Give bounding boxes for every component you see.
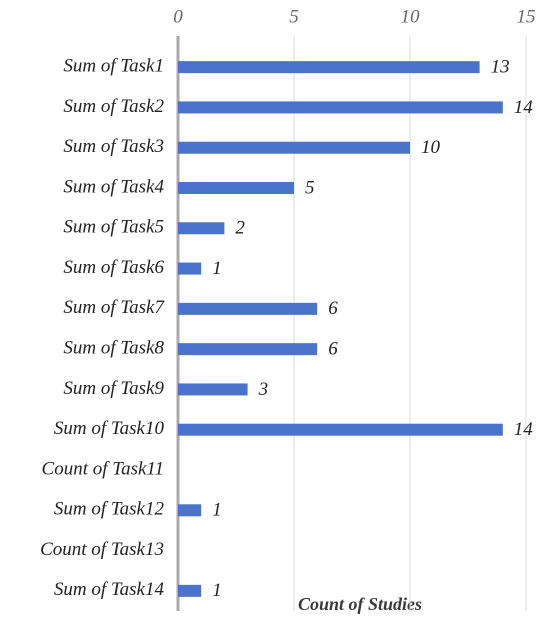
bar bbox=[178, 262, 202, 275]
data-label: 1 bbox=[212, 500, 222, 521]
data-label: 6 bbox=[328, 339, 338, 360]
y-tick-label: Sum of Task6 bbox=[63, 257, 164, 278]
bar bbox=[178, 302, 318, 315]
bar bbox=[178, 383, 248, 396]
bar bbox=[178, 423, 503, 436]
y-tick-label: Count of Task11 bbox=[42, 458, 164, 479]
y-tick-label: Sum of Task9 bbox=[63, 378, 164, 399]
x-axis-title: Count of Studies bbox=[298, 594, 422, 614]
data-label: 1 bbox=[212, 580, 222, 601]
data-label: 10 bbox=[421, 137, 441, 158]
y-tick-label: Count of Task13 bbox=[40, 539, 164, 560]
data-label: 5 bbox=[305, 177, 315, 198]
x-tick-label: 5 bbox=[289, 6, 299, 27]
y-tick-label: Sum of Task1 bbox=[63, 56, 164, 77]
y-tick-label: Sum of Task5 bbox=[63, 217, 164, 238]
data-label: 1 bbox=[212, 258, 222, 279]
bar bbox=[178, 101, 503, 114]
data-label: 13 bbox=[491, 57, 510, 78]
y-tick-label: Sum of Task2 bbox=[63, 96, 164, 117]
y-tick-label: Sum of Task14 bbox=[54, 579, 165, 600]
y-tick-label: Sum of Task10 bbox=[54, 418, 165, 439]
bar bbox=[178, 584, 202, 597]
data-label: 14 bbox=[514, 419, 534, 440]
bar bbox=[178, 61, 480, 74]
y-tick-label: Sum of Task8 bbox=[63, 338, 164, 359]
x-tick-label: 10 bbox=[401, 6, 421, 27]
y-tick-label: Sum of Task3 bbox=[63, 136, 164, 157]
y-tick-label: Sum of Task7 bbox=[63, 297, 165, 318]
data-label: 2 bbox=[235, 218, 245, 239]
bar bbox=[178, 343, 318, 356]
x-tick-label: 0 bbox=[173, 6, 183, 27]
x-tick-label: 15 bbox=[517, 6, 536, 27]
data-label: 3 bbox=[258, 379, 269, 400]
y-tick-label: Sum of Task12 bbox=[54, 499, 165, 520]
bar bbox=[178, 141, 410, 154]
bar bbox=[178, 182, 294, 194]
bar bbox=[178, 504, 202, 517]
bar bbox=[178, 222, 225, 235]
y-tick-label: Sum of Task4 bbox=[63, 176, 164, 197]
data-label: 14 bbox=[514, 97, 534, 118]
data-label: 6 bbox=[328, 298, 338, 319]
